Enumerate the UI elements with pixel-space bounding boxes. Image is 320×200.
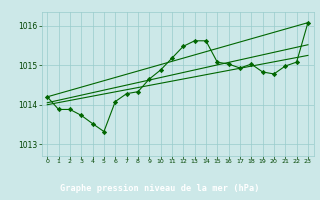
Text: Graphe pression niveau de la mer (hPa): Graphe pression niveau de la mer (hPa) — [60, 184, 260, 193]
